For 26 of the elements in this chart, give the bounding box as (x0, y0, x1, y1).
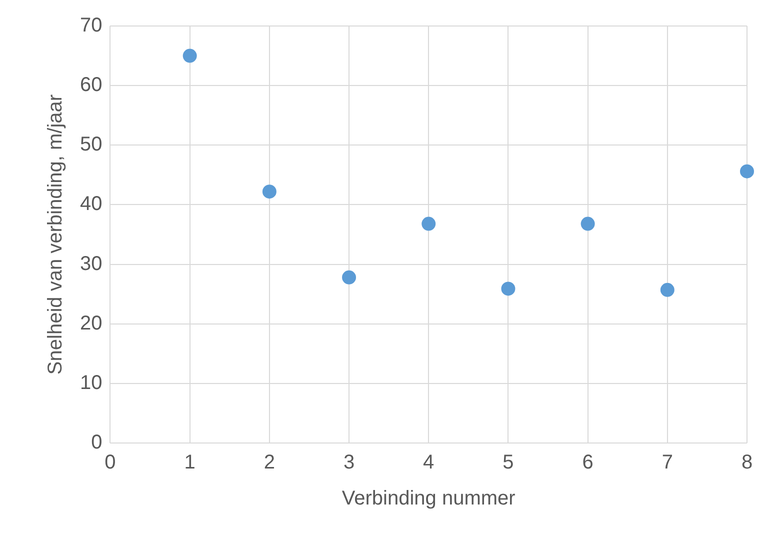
point (262, 184, 276, 199)
point (422, 216, 436, 231)
y-tick-label: 70 (80, 14, 102, 37)
x-tick-label: 5 (502, 452, 514, 474)
x-tick-label: 6 (582, 452, 594, 474)
point (501, 282, 516, 296)
point (580, 216, 595, 231)
x-tick-label: 7 (662, 452, 673, 474)
y-tick-label: 30 (80, 252, 102, 275)
y-tick-label: 60 (80, 74, 102, 96)
point (740, 164, 754, 178)
x-tick-label: 2 (264, 452, 275, 474)
y-tick-label: 40 (80, 193, 102, 216)
point (342, 270, 356, 284)
y-tick-label: 20 (80, 312, 102, 334)
x-tick-label: 3 (343, 452, 355, 474)
point (660, 282, 674, 297)
y-tick-label: 0 (91, 432, 102, 454)
y-tick-label: 10 (80, 372, 102, 394)
y-axis-title: Snelheid van verbinding, m/jaar (44, 94, 67, 375)
y-tick-label: 50 (80, 134, 102, 156)
point (182, 48, 197, 63)
x-axis-title: Verbinding nummer (342, 488, 516, 510)
x-tick-label: 4 (423, 452, 434, 474)
x-tick-label: 8 (741, 452, 753, 474)
x-tick-label: 1 (184, 452, 196, 474)
